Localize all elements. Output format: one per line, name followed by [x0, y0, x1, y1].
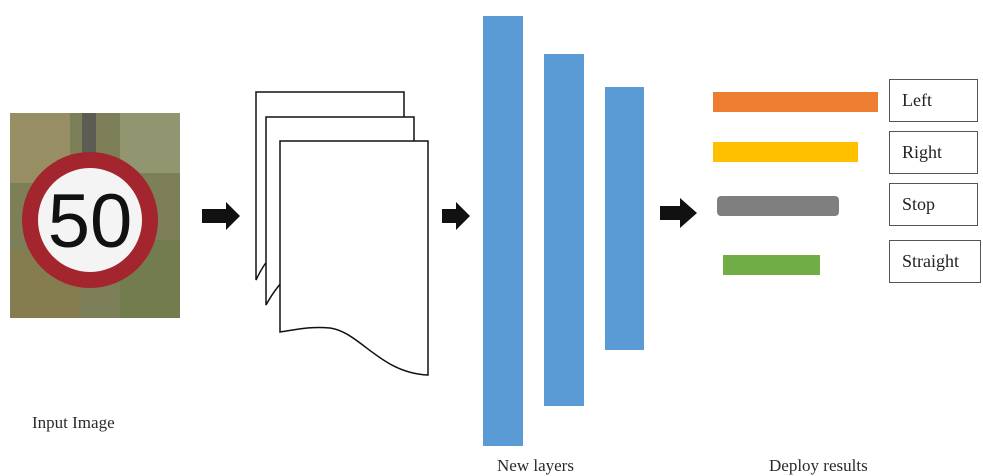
- output-label-text: Left: [902, 90, 932, 110]
- output-label-text: Straight: [902, 251, 959, 271]
- layer-bar-1: [483, 16, 523, 446]
- new-layers-caption: New layers: [497, 456, 574, 475]
- new-layers-group: [483, 16, 644, 446]
- sign-face: [38, 168, 142, 272]
- output-label-straight: Straight: [889, 240, 981, 283]
- sign-post: [82, 113, 96, 153]
- layer-bar-3: [605, 87, 644, 350]
- layer-bar-2: [544, 54, 584, 406]
- output-bar-straight: [723, 255, 820, 275]
- output-label-left: Left: [889, 79, 978, 122]
- input-image: [10, 113, 180, 318]
- feature-map-page-3: [279, 140, 429, 376]
- arrow-right-icon: [660, 198, 697, 228]
- output-label-text: Right: [902, 142, 943, 162]
- deploy-results-caption: Deploy results: [769, 456, 868, 475]
- feature-maps-stack: [255, 91, 429, 376]
- output-label-right: Right: [889, 131, 978, 174]
- arrow-right-icon: [442, 202, 470, 230]
- output-label-text: Stop: [902, 194, 936, 214]
- output-bar-stop: [717, 196, 839, 216]
- sign-speed-text: 50: [48, 179, 133, 264]
- output-bars-group: [713, 92, 878, 275]
- output-bar-left: [713, 92, 878, 112]
- output-bar-right: [713, 142, 858, 162]
- output-label-stop: Stop: [889, 183, 978, 226]
- input-image-caption: Input Image: [32, 413, 115, 432]
- arrow-right-icon: [202, 202, 240, 230]
